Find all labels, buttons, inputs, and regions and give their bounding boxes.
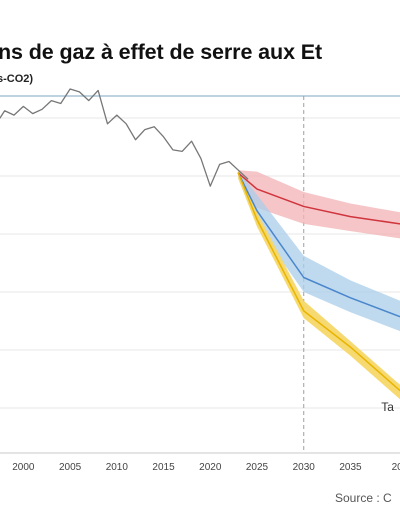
red-series-line (237, 172, 400, 225)
x-tick-label: 20 (392, 462, 400, 473)
chart-subtitle: s-CO2) (0, 73, 34, 85)
series-lines (0, 88, 400, 392)
blue-uncertainty-band (238, 170, 400, 332)
yellow-series-line (237, 172, 400, 392)
blue-series-line (237, 172, 400, 318)
x-tick-label: 2005 (59, 462, 82, 473)
x-tick-label: 2035 (339, 462, 362, 473)
emissions-line-chart: 2000 2005 2010 2015 2020 2025 2030 2035 20 Ta (0, 88, 400, 473)
red-uncertainty-band (238, 170, 400, 239)
x-tick-label: 2000 (12, 462, 35, 473)
grid-lines (0, 117, 400, 409)
x-tick-label: 2020 (199, 462, 222, 473)
chart-title: ns de gaz à effet de serre aux Et (0, 40, 323, 64)
x-tick-label: 2015 (152, 462, 175, 473)
annotations: Ta (381, 400, 394, 414)
x-tick-label: 2030 (293, 462, 316, 473)
source-credit: Source : C (335, 491, 392, 505)
historical-series-line (0, 88, 249, 187)
x-tick-label: 2025 (246, 462, 269, 473)
x-tick-label: 2010 (106, 462, 129, 473)
x-axis: 2000 2005 2010 2015 2020 2025 2030 2035 20 (0, 452, 400, 473)
series-annotation: Ta (381, 400, 394, 414)
